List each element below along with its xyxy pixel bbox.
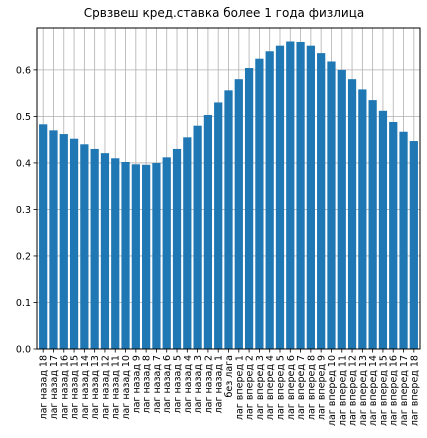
bar (389, 122, 397, 349)
y-tick-label: 0.2 (16, 251, 31, 262)
bar (296, 42, 304, 349)
bar (317, 53, 325, 349)
bar (255, 59, 263, 349)
bar (348, 79, 356, 349)
y-tick-label: 0.5 (16, 112, 31, 123)
bar (193, 126, 201, 349)
bar (49, 130, 57, 349)
bar (132, 164, 140, 349)
y-tick-label: 0.3 (16, 205, 31, 216)
y-tick-label: 0.6 (16, 65, 31, 76)
x-axis: лаг назад 18 лаг назад 17 лаг назад 16 лаг … (39, 349, 421, 426)
y-tick-label: 0.1 (16, 298, 31, 309)
bar (173, 149, 181, 349)
bar (327, 61, 335, 349)
bar (245, 68, 253, 349)
bar (60, 134, 68, 349)
chart-title: Срвзвеш кред.ставка более 1 года физлица (84, 6, 364, 20)
bar (286, 41, 294, 349)
bar (358, 89, 366, 349)
bar (70, 139, 78, 349)
bar (152, 163, 160, 349)
bar (121, 162, 129, 349)
bar (111, 158, 119, 349)
bar (101, 153, 109, 349)
bar (399, 132, 407, 349)
bar (410, 141, 418, 349)
bar (369, 100, 377, 349)
y-tick-label: 0.4 (16, 158, 31, 169)
bar (214, 102, 222, 349)
bar (91, 149, 99, 349)
bar (224, 90, 232, 349)
y-axis: 0.0 0.1 0.2 0.3 0.4 0.5 0.6 (16, 65, 37, 355)
y-tick-label: 0.0 (16, 345, 31, 356)
bar (163, 157, 171, 349)
bar (266, 51, 274, 349)
bar (80, 144, 88, 349)
bar (142, 165, 150, 349)
bar (183, 137, 191, 349)
bar (338, 70, 346, 349)
bar (39, 124, 47, 349)
x-tick-label: лаг вперед 18 (409, 355, 420, 426)
bar (276, 46, 284, 349)
bar (307, 46, 315, 349)
bar (204, 115, 212, 349)
bar (379, 111, 387, 349)
bar (235, 79, 243, 349)
